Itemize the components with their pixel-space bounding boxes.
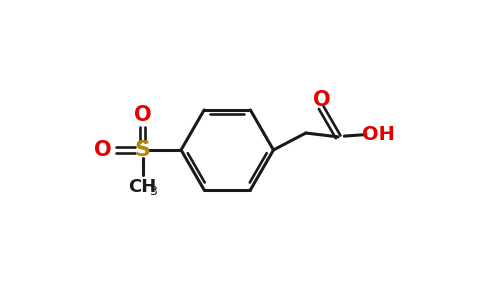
- Text: O: O: [134, 104, 151, 124]
- Text: 3: 3: [150, 185, 157, 198]
- Text: CH: CH: [128, 178, 156, 196]
- Text: OH: OH: [362, 125, 394, 144]
- Text: O: O: [94, 140, 112, 160]
- Text: S: S: [135, 140, 151, 160]
- Text: O: O: [313, 90, 331, 110]
